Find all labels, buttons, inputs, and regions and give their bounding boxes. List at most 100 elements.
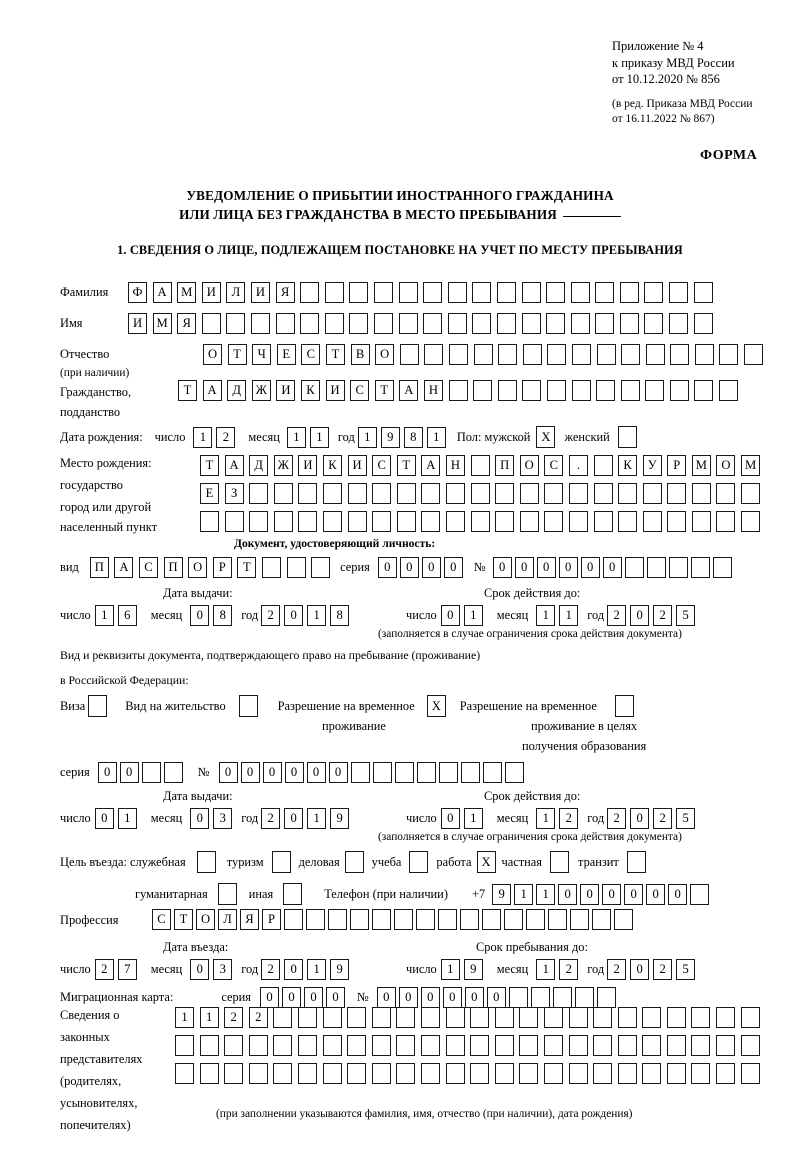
patronymic-cell-6[interactable]: Т — [325, 344, 345, 365]
surname-cell-13[interactable] — [423, 282, 443, 303]
permit-number-cell-4[interactable]: 0 — [284, 762, 304, 783]
name-cell-9[interactable] — [324, 313, 344, 334]
doc-kind-cell-3[interactable]: С — [138, 557, 158, 578]
citizenship-cell-6[interactable]: К — [300, 380, 320, 401]
checkbox-purpose-transit[interactable] — [626, 851, 646, 873]
patronymic-cell-13[interactable] — [498, 344, 518, 365]
birthplace3-cell-14[interactable] — [519, 511, 539, 532]
legal-rep1-cell-16[interactable] — [543, 1007, 563, 1028]
birthplace3-cell-4[interactable] — [273, 511, 293, 532]
patronymic-cell-1[interactable]: О — [203, 344, 222, 365]
permit-valid-month-cell-2[interactable]: 2 — [559, 808, 579, 829]
migration-number-cell-3[interactable]: 0 — [420, 987, 440, 1008]
legal-rep1-cell-15[interactable] — [519, 1007, 539, 1028]
legal-rep2-cell-14[interactable] — [494, 1035, 514, 1056]
permit-valid-day-cell-1[interactable]: 0 — [440, 808, 460, 829]
birthplace1-cell-3[interactable]: Д — [249, 455, 269, 476]
legal-rep2-cell-23[interactable] — [716, 1035, 736, 1056]
profession-cell-2[interactable]: Т — [174, 909, 193, 930]
phone-cell-3[interactable]: 1 — [536, 883, 556, 905]
profession-cell-15[interactable] — [460, 909, 479, 930]
birthplace3-cell-5[interactable] — [298, 511, 318, 532]
doc-issue-year-cell-4[interactable]: 8 — [330, 605, 350, 626]
permit-number-cell-7[interactable] — [350, 762, 370, 783]
doc-series-cell-4[interactable]: 0 — [443, 557, 463, 578]
birthplace2-cell-17[interactable] — [593, 483, 613, 504]
legal-rep2-cell-10[interactable] — [396, 1035, 416, 1056]
patronymic-cell-23[interactable] — [744, 344, 764, 365]
birthplace1-cell-5[interactable]: И — [298, 455, 318, 476]
doc-number-cell-4[interactable]: 0 — [558, 557, 578, 578]
birthplace3-cell-21[interactable] — [691, 511, 711, 532]
legal-rep2-cell-16[interactable] — [543, 1035, 563, 1056]
birthplace1-cell-14[interactable]: О — [519, 455, 539, 476]
citizenship-cell-15[interactable] — [522, 380, 542, 401]
checkbox-purpose-humanitarian[interactable] — [217, 883, 237, 905]
patronymic-cell-22[interactable] — [719, 344, 739, 365]
checkbox-purpose-official[interactable] — [196, 851, 216, 873]
permit-number-cell-6[interactable]: 0 — [328, 762, 348, 783]
surname-cell-9[interactable] — [324, 282, 344, 303]
profession-cell-7[interactable] — [284, 909, 303, 930]
birthplace2-cell-14[interactable] — [519, 483, 539, 504]
legal-rep2-cell-12[interactable] — [445, 1035, 465, 1056]
citizenship-cell-16[interactable] — [546, 380, 566, 401]
birthplace1-cell-7[interactable]: И — [347, 455, 367, 476]
name-cell-4[interactable] — [201, 313, 221, 334]
patronymic-cell-17[interactable] — [596, 344, 616, 365]
birthplace3-cell-2[interactable] — [224, 511, 244, 532]
name-cell-21[interactable] — [619, 313, 639, 334]
surname-cell-23[interactable] — [669, 282, 689, 303]
citizenship-cell-12[interactable] — [448, 380, 468, 401]
birthplace3-cell-22[interactable] — [716, 511, 736, 532]
doc-valid-year-cell-4[interactable]: 5 — [676, 605, 696, 626]
patronymic-cell-9[interactable] — [399, 344, 419, 365]
birth-year-cell-2[interactable]: 9 — [380, 426, 400, 448]
birthplace2-cell-9[interactable] — [396, 483, 416, 504]
name-cell-2[interactable]: М — [152, 313, 172, 334]
birthplace3-cell-9[interactable] — [396, 511, 416, 532]
name-cell-13[interactable] — [423, 313, 443, 334]
permit-number-cell-11[interactable] — [438, 762, 458, 783]
doc-number-cell-6[interactable]: 0 — [602, 557, 622, 578]
migration-number-cell-2[interactable]: 0 — [398, 987, 418, 1008]
permit-valid-year-cell-2[interactable]: 0 — [630, 808, 650, 829]
surname-cell-18[interactable] — [546, 282, 566, 303]
permit-issue-day-cell-2[interactable]: 1 — [117, 808, 137, 829]
legal-rep3-cell-18[interactable] — [593, 1063, 613, 1084]
profession-cell-3[interactable]: О — [196, 909, 215, 930]
surname-cell-24[interactable] — [693, 282, 713, 303]
birthplace3-cell-11[interactable] — [445, 511, 465, 532]
legal-rep2-cell-15[interactable] — [519, 1035, 539, 1056]
legal-rep1-cell-17[interactable] — [568, 1007, 588, 1028]
birthplace3-cell-18[interactable] — [618, 511, 638, 532]
legal-rep3-cell-11[interactable] — [420, 1063, 440, 1084]
name-cell-22[interactable] — [644, 313, 664, 334]
profession-cell-22[interactable] — [614, 909, 633, 930]
checkbox-residence-permit[interactable] — [238, 695, 258, 717]
legal-rep3-cell-12[interactable] — [445, 1063, 465, 1084]
doc-issue-year-cell-3[interactable]: 1 — [307, 605, 327, 626]
profession-cell-4[interactable]: Л — [218, 909, 237, 930]
birthplace1-cell-12[interactable] — [470, 455, 490, 476]
birthplace1-cell-2[interactable]: А — [224, 455, 244, 476]
stay-year-cell-2[interactable]: 0 — [630, 959, 650, 980]
birthplace3-cell-8[interactable] — [372, 511, 392, 532]
birthplace2-cell-18[interactable] — [618, 483, 638, 504]
legal-rep3-cell-5[interactable] — [273, 1063, 293, 1084]
name-cell-5[interactable] — [226, 313, 246, 334]
permit-series-cell-4[interactable] — [163, 762, 183, 783]
legal-rep1-cell-18[interactable] — [593, 1007, 613, 1028]
legal-rep2-cell-8[interactable] — [347, 1035, 367, 1056]
legal-rep1-cell-19[interactable] — [617, 1007, 637, 1028]
